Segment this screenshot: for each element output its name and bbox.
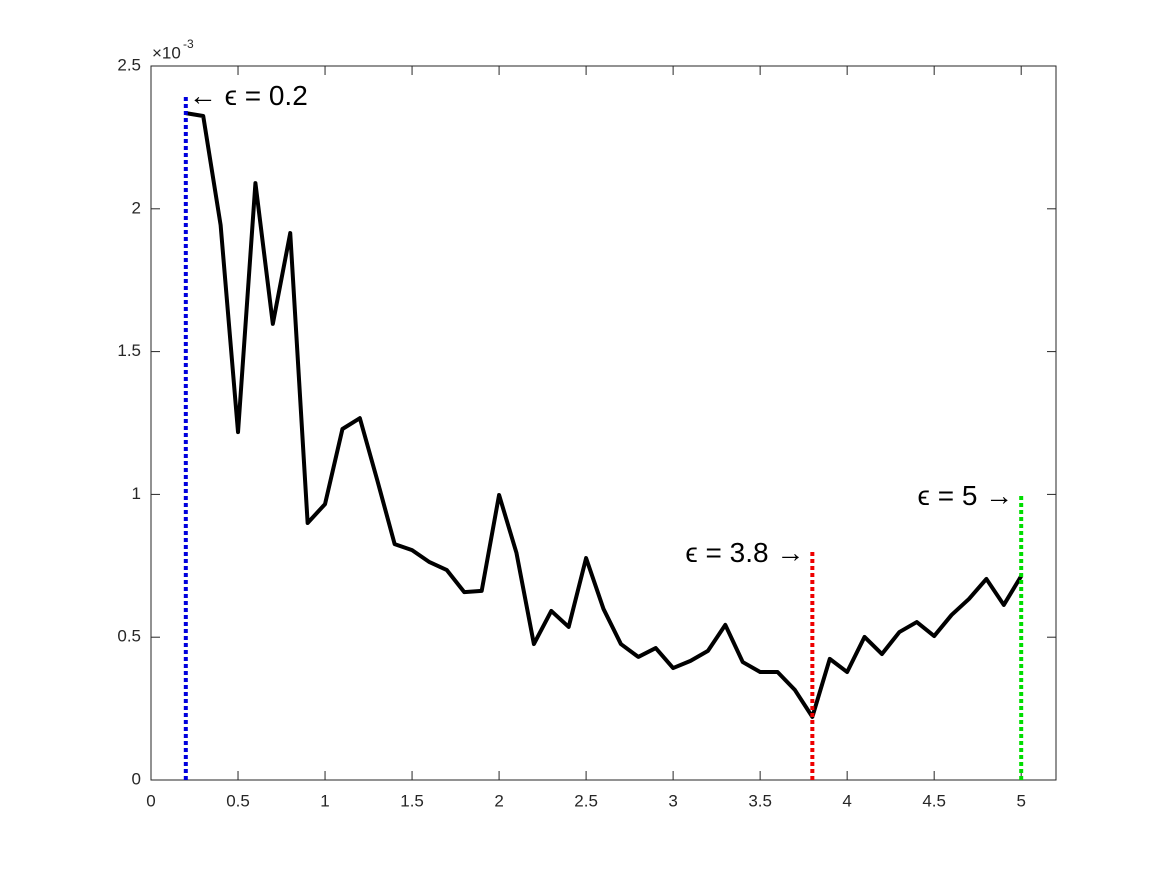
x-tick-label: 3.5 xyxy=(748,791,772,810)
y-multiplier-exponent: -3 xyxy=(183,37,194,51)
x-tick-label: 4 xyxy=(842,791,851,810)
x-tick-label: 5 xyxy=(1016,791,1025,810)
x-tick-label: 2.5 xyxy=(574,791,598,810)
y-tick-label: 2.5 xyxy=(117,55,141,74)
x-tick-label: 1.5 xyxy=(400,791,424,810)
x-tick-label: 1 xyxy=(320,791,329,810)
x-tick-label: 3 xyxy=(668,791,677,810)
x-tick-label: 0.5 xyxy=(226,791,250,810)
x-tick-label: 4.5 xyxy=(922,791,946,810)
y-tick-label: 0 xyxy=(132,769,141,788)
y-tick-label: 1.5 xyxy=(117,341,141,360)
y-multiplier: ×10 xyxy=(152,43,181,62)
y-tick-label: 1 xyxy=(132,484,141,503)
annotation: ← ϵ = 0.2 xyxy=(189,80,308,111)
axes-box xyxy=(150,65,1057,781)
y-tick-label: 0.5 xyxy=(117,627,141,646)
x-tick-label: 0 xyxy=(146,791,155,810)
annotation: ϵ = 5 → xyxy=(918,480,1014,511)
x-tick-label: 2 xyxy=(494,791,503,810)
data-line xyxy=(185,111,1023,719)
y-tick-label: 2 xyxy=(132,198,141,217)
annotation: ϵ = 3.8 → xyxy=(685,537,804,568)
